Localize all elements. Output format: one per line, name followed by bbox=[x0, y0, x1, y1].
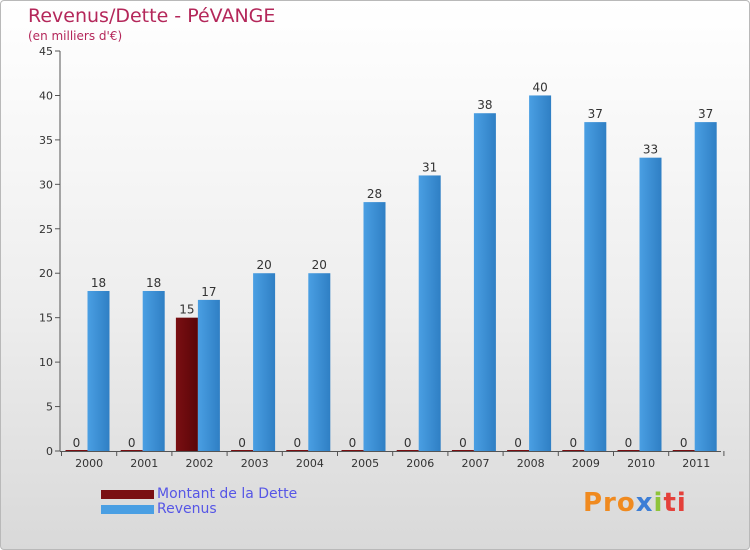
revenus-bar bbox=[253, 273, 276, 451]
data-label: 20 bbox=[312, 258, 327, 272]
dette-bar bbox=[507, 450, 530, 451]
x-tick-label: 2000 bbox=[75, 457, 103, 470]
data-label: 20 bbox=[256, 258, 271, 272]
y-tick-label: 20 bbox=[39, 267, 53, 280]
data-label: 0 bbox=[514, 436, 522, 450]
data-label: 37 bbox=[698, 107, 713, 121]
x-tick-label: 2010 bbox=[627, 457, 655, 470]
proxiti-logo: Proxiti bbox=[583, 488, 687, 518]
legend-label-revenus: Revenus bbox=[157, 501, 217, 517]
legend-swatch-dette bbox=[101, 490, 154, 499]
data-label: 0 bbox=[404, 436, 412, 450]
y-tick-label: 0 bbox=[46, 445, 53, 458]
revenus-bar bbox=[87, 291, 110, 451]
x-tick-label: 2007 bbox=[462, 457, 490, 470]
x-tick-label: 2003 bbox=[241, 457, 269, 470]
revenus-bar bbox=[142, 291, 165, 451]
data-label: 33 bbox=[643, 143, 658, 157]
revenus-bar bbox=[694, 122, 717, 451]
data-label: 0 bbox=[238, 436, 246, 450]
chart-title: Revenus/Dette - PéVANGE bbox=[28, 5, 276, 27]
dette-bar bbox=[231, 450, 254, 451]
y-tick-label: 10 bbox=[39, 356, 53, 369]
y-tick-label: 35 bbox=[39, 134, 53, 147]
x-tick-label: 2004 bbox=[296, 457, 324, 470]
data-label: 38 bbox=[477, 98, 492, 112]
x-tick-label: 2011 bbox=[682, 457, 710, 470]
revenus-bar bbox=[584, 122, 607, 451]
data-label: 0 bbox=[349, 436, 357, 450]
y-tick-label: 45 bbox=[39, 45, 53, 58]
x-tick-label: 2005 bbox=[351, 457, 379, 470]
data-label: 0 bbox=[459, 436, 467, 450]
data-label: 31 bbox=[422, 160, 437, 174]
data-label: 0 bbox=[128, 436, 136, 450]
dette-bar bbox=[341, 450, 364, 451]
y-tick-label: 15 bbox=[39, 312, 53, 325]
data-label: 15 bbox=[179, 303, 194, 317]
x-tick-label: 2009 bbox=[572, 457, 600, 470]
data-label: 28 bbox=[367, 187, 382, 201]
data-label: 0 bbox=[625, 436, 633, 450]
dette-bar bbox=[120, 450, 143, 451]
data-label: 0 bbox=[73, 436, 81, 450]
dette-bar bbox=[562, 450, 585, 451]
revenus-bar bbox=[639, 157, 662, 451]
x-tick-label: 2002 bbox=[186, 457, 214, 470]
y-tick-label: 25 bbox=[39, 223, 53, 236]
revenus-bar bbox=[418, 175, 441, 451]
dette-bar bbox=[451, 450, 474, 451]
revenus-bar bbox=[529, 95, 552, 451]
y-tick-label: 5 bbox=[46, 401, 53, 414]
revenus-bar bbox=[473, 113, 496, 451]
data-label: 37 bbox=[588, 107, 603, 121]
dette-bar bbox=[65, 450, 88, 451]
y-tick-label: 40 bbox=[39, 89, 53, 102]
dette-bar bbox=[672, 450, 695, 451]
x-tick-label: 2008 bbox=[517, 457, 545, 470]
data-label: 40 bbox=[532, 80, 547, 94]
revenus-bar bbox=[363, 202, 386, 451]
data-label: 18 bbox=[91, 276, 106, 290]
revenus-bar bbox=[308, 273, 331, 451]
dette-bar bbox=[617, 450, 640, 451]
chart-subtitle: (en milliers d'€) bbox=[28, 29, 123, 43]
dette-bar bbox=[396, 450, 419, 451]
dette-bar bbox=[175, 317, 198, 451]
legend-label-dette: Montant de la Dette bbox=[157, 486, 298, 502]
legend-swatch-revenus bbox=[101, 505, 154, 514]
y-tick-label: 30 bbox=[39, 178, 53, 191]
x-tick-label: 2001 bbox=[130, 457, 158, 470]
data-label: 17 bbox=[201, 285, 216, 299]
data-label: 18 bbox=[146, 276, 161, 290]
data-label: 0 bbox=[569, 436, 577, 450]
revenus-bar bbox=[197, 299, 220, 451]
data-label: 0 bbox=[293, 436, 301, 450]
x-tick-label: 2006 bbox=[406, 457, 434, 470]
dette-bar bbox=[286, 450, 309, 451]
data-label: 0 bbox=[680, 436, 688, 450]
